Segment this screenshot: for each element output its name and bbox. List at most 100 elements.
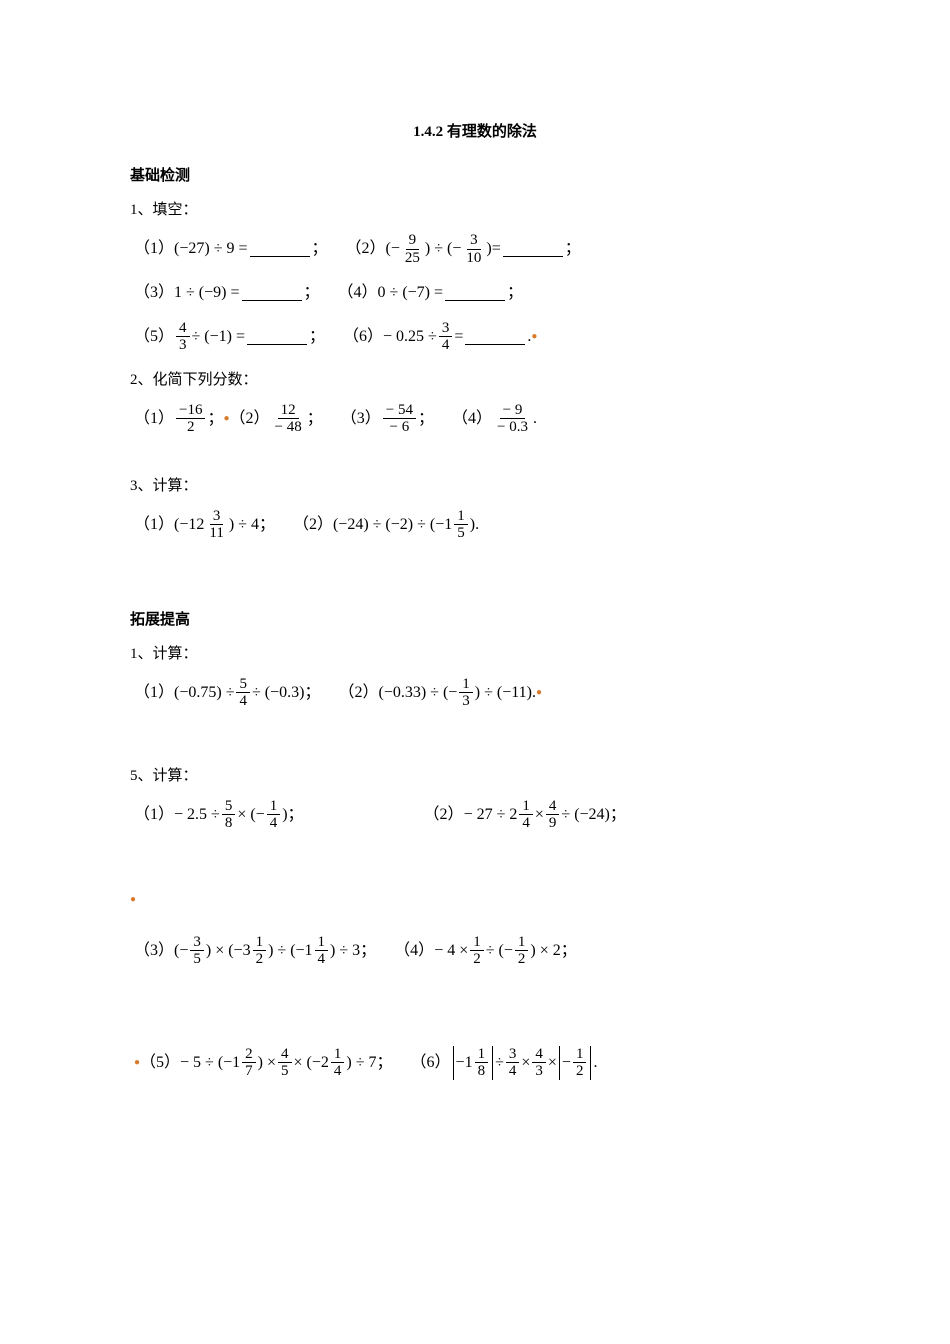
end: . (533, 406, 537, 432)
q3-row: （1） (−12 311 ) ÷ 4 ； （2） (−24) ÷ (−2) ÷ … (130, 508, 820, 542)
section-heading-advanced: 拓展提高 (130, 608, 820, 632)
sep: ； (207, 406, 223, 432)
abs-bar-icon (453, 1046, 454, 1080)
fraction: 18 (475, 1046, 489, 1080)
fraction: − 9− 0.3 (494, 402, 531, 436)
document-title: 1.4.2 有理数的除法 (130, 120, 820, 144)
s2q1p1-b: ÷ (−0.3) (252, 680, 304, 706)
s2q5p2-c: ÷ (−24) (561, 802, 609, 828)
fraction: 27 (242, 1046, 256, 1080)
q1-row2: （3） 1 ÷ (−9) = ； （4） 0 ÷ (−7) = ； (130, 280, 820, 306)
s2q5p1-label: （1） (134, 802, 174, 828)
s2q5p6-label: （6） (411, 1050, 451, 1076)
q3p1-label: （1） (134, 512, 174, 538)
sep: ； (312, 236, 328, 262)
s2q1-label: 1、计算： (130, 642, 820, 666)
s2q5p2-label: （2） (424, 802, 464, 828)
fraction: 45 (278, 1046, 292, 1080)
s2q5p6-b: ÷ (495, 1050, 504, 1076)
sep: ； (565, 236, 581, 262)
sep: ； (259, 512, 275, 538)
s2q5p6-c: × (521, 1050, 530, 1076)
q1p3-label: （3） (134, 280, 174, 306)
s2q5p3-a: (− (174, 938, 188, 964)
fraction: 43 (532, 1046, 546, 1080)
fraction: 34 (506, 1046, 520, 1080)
sep: ； (307, 406, 323, 432)
q2p2-label: （2） (230, 406, 270, 432)
end: . (593, 1050, 597, 1076)
sep: ； (288, 802, 304, 828)
s2q5p5-label: （5） (140, 1050, 180, 1076)
sep: ； (418, 406, 434, 432)
s2q5p6-e: − (562, 1050, 571, 1076)
q1-row1: （1） (−27) ÷ 9 = ； （2） (− 925 ) ÷ (− 310 … (130, 232, 820, 266)
s2q5p1-a: − 2.5 ÷ (174, 802, 220, 828)
s2q5p3-label: （3） (134, 938, 174, 964)
q1p1-expr: (−27) ÷ 9 = (174, 236, 247, 262)
s2q5p1-b: × (− (237, 802, 264, 828)
section-heading-basic: 基础检测 (130, 164, 820, 188)
q1p6-b: = (454, 324, 463, 350)
s2q5p4-b: ÷ (− (486, 938, 513, 964)
q1p6-a: − 0.25 ÷ (383, 324, 437, 350)
fraction: 43 (176, 320, 190, 354)
blank (242, 285, 302, 301)
s2q5p3-c: ) ÷ (−1 (268, 938, 312, 964)
s2q5p4-c: ) × 2 (530, 938, 560, 964)
dot-icon: ● (531, 329, 537, 345)
abs-group: − 12 (557, 1046, 594, 1080)
q1p3-expr: 1 ÷ (−9) = (174, 280, 239, 306)
fraction: 15 (454, 508, 468, 542)
sep: ； (309, 324, 325, 350)
q1p2-mid: ) ÷ (− (425, 236, 461, 262)
q1-label: 1、填空： (130, 198, 820, 222)
q1p4-label: （4） (338, 280, 378, 306)
fraction: 12 (253, 934, 267, 968)
fraction: 14 (315, 934, 329, 968)
abs-group: −1 18 (451, 1046, 496, 1080)
fraction: 14 (519, 798, 533, 832)
q3p1-a: (−12 (174, 512, 204, 538)
s2q1p2-a: (−0.33) ÷ (− (378, 680, 457, 706)
blank (503, 241, 563, 257)
q1p5-label: （5） (134, 324, 174, 350)
fraction: 34 (439, 320, 453, 354)
blank (445, 285, 505, 301)
q1p2-lp: (− (386, 236, 400, 262)
q2-row: （1） −162 ； ● （2） 12− 48 ； （3） − 54− 6 ； … (130, 402, 820, 436)
s2q1-row: （1） (−0.75) ÷ 54 ÷ (−0.3) ； （2） (−0.33) … (130, 676, 820, 710)
s2q1p1-label: （1） (134, 680, 174, 706)
dot-icon: ● (536, 685, 542, 701)
fraction: 925 (402, 232, 423, 266)
s2q5p4-a: − 4 × (434, 938, 468, 964)
s2q1p1-a: (−0.75) ÷ (174, 680, 234, 706)
fraction: 13 (459, 676, 473, 710)
fraction: −162 (176, 402, 205, 436)
q1p2-rp: )= (486, 236, 500, 262)
fraction: 54 (236, 676, 250, 710)
blank (247, 329, 307, 345)
q3p2-a: (−24) ÷ (−2) ÷ (−1 (333, 512, 452, 538)
q2p3-label: （3） (341, 406, 381, 432)
fraction: 12 (470, 934, 484, 968)
fraction: 35 (190, 934, 204, 968)
abs-bar-icon (559, 1046, 560, 1080)
end: . (475, 512, 479, 538)
s2q1p2-label: （2） (338, 680, 378, 706)
s2q5p5-a: − 5 ÷ (−1 (180, 1050, 240, 1076)
fraction: 14 (331, 1046, 345, 1080)
fraction: 311 (206, 508, 226, 542)
fraction: 58 (222, 798, 236, 832)
s2q5p5-d: ) ÷ 7 (346, 1050, 376, 1076)
s2q5p2-a: − 27 ÷ 2 (464, 802, 518, 828)
sep: ； (304, 280, 320, 306)
s2q5-row1: （1） − 2.5 ÷ 58 × (− 14 ) ； （2） − 27 ÷ 2 … (130, 798, 820, 832)
s2q5p5-b: ) × (258, 1050, 276, 1076)
sep: ； (507, 280, 523, 306)
sep: ； (377, 1050, 393, 1076)
s2q5p5-c: × (−2 (294, 1050, 329, 1076)
q3-label: 3、计算： (130, 474, 820, 498)
s2q5p3-d: ) ÷ 3 (330, 938, 360, 964)
q3p2-label: （2） (293, 512, 333, 538)
